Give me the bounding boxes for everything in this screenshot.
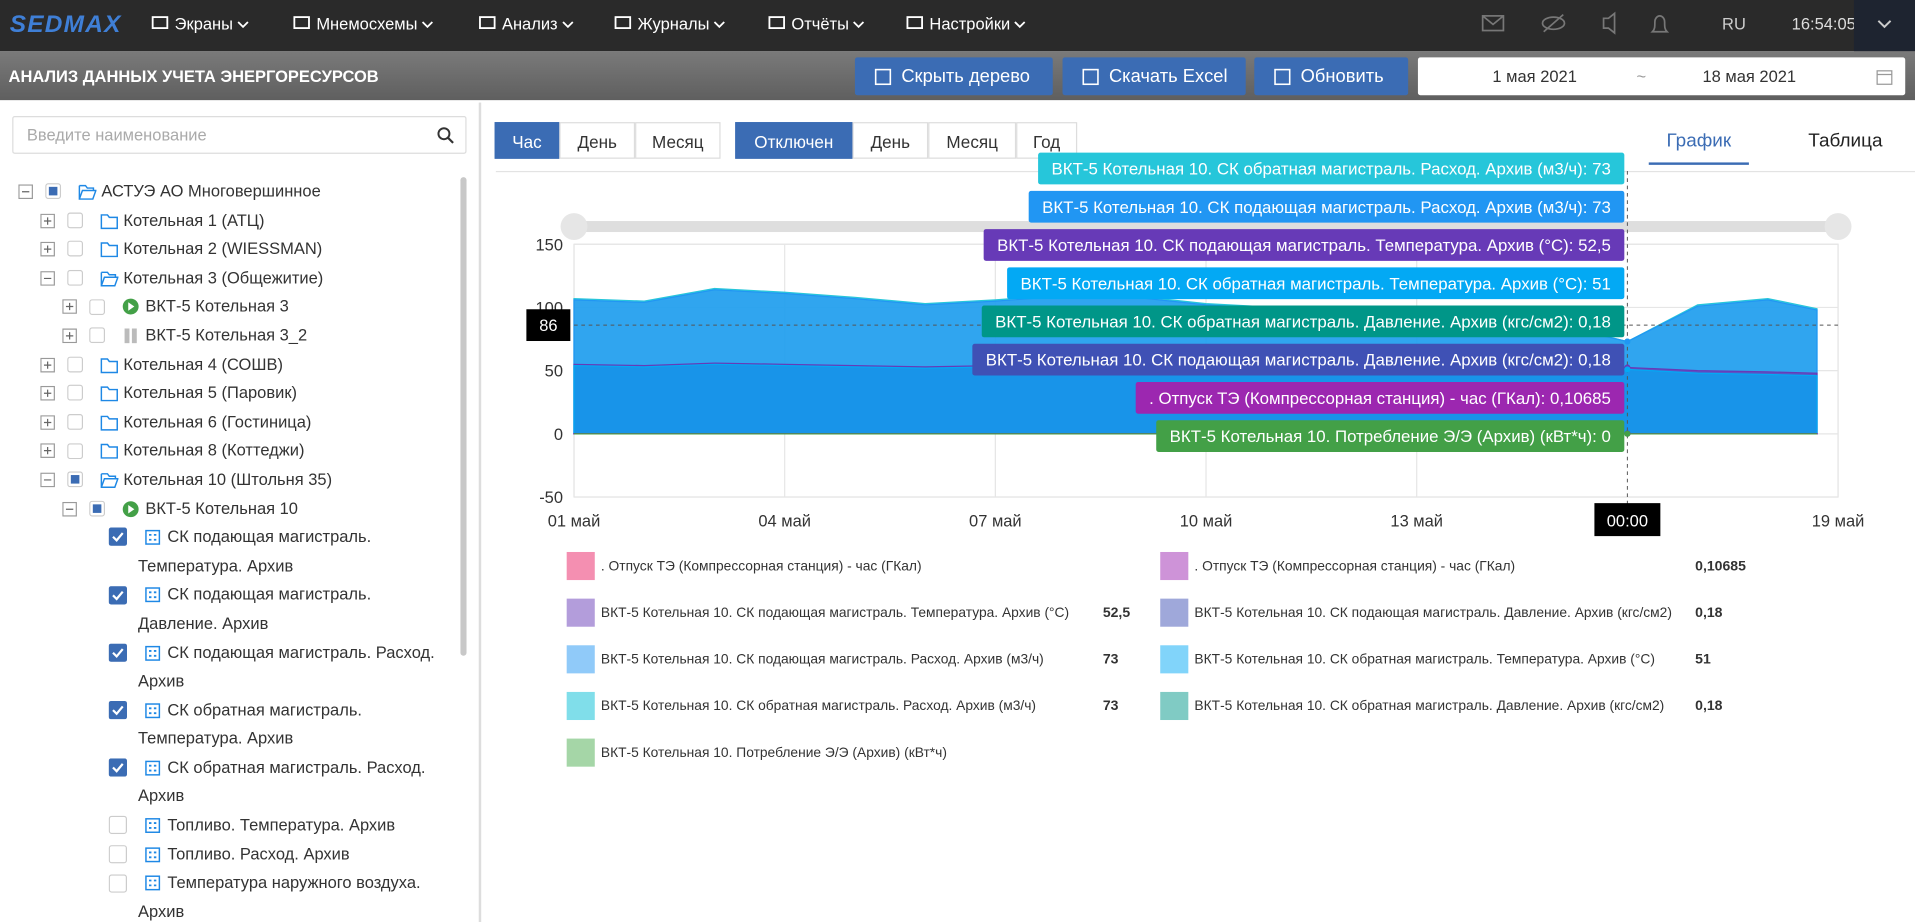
legend-label[interactable]: ВКТ-5 Котельная 10. СК подающая магистра… (601, 605, 1069, 620)
hover-point (1624, 431, 1630, 437)
hover-point (1624, 366, 1630, 372)
x-tick-label: 07 май (969, 512, 1022, 530)
tooltip-text: . Отпуск ТЭ (Компрессорная станция) - ча… (1149, 389, 1611, 408)
tooltip-text: ВКТ-5 Котельная 10. СК обратная магистра… (995, 313, 1611, 332)
legend-label[interactable]: ВКТ-5 Котельная 10. СК обратная магистра… (601, 698, 1036, 713)
hover-point (1624, 339, 1630, 345)
legend-swatch[interactable] (567, 599, 595, 627)
x-tick-label: 13 май (1390, 512, 1443, 530)
legend-value: 0,18 (1695, 697, 1723, 713)
x-tick-label: 04 май (758, 512, 811, 530)
legend-swatch[interactable] (1160, 645, 1188, 673)
legend-value: 52,5 (1103, 604, 1131, 620)
x-tick-label: 10 май (1180, 512, 1233, 530)
tooltip-text: ВКТ-5 Котельная 10. СК подающая магистра… (997, 236, 1611, 255)
legend-swatch[interactable] (1160, 599, 1188, 627)
legend-swatch[interactable] (1160, 552, 1188, 580)
legend-value: 0,18 (1695, 604, 1723, 620)
legend-value: 0,10685 (1695, 557, 1746, 573)
y-tick-label: 0 (554, 426, 563, 444)
x-tick-label: 01 май (548, 512, 601, 530)
zoom-handle[interactable] (561, 213, 588, 240)
tooltip-text: ВКТ-5 Котельная 10. СК обратная магистра… (1052, 160, 1611, 179)
tooltip-text: ВКТ-5 Котельная 10. СК обратная магистра… (1021, 274, 1611, 293)
tooltip-text: ВКТ-5 Котельная 10. СК подающая магистра… (986, 351, 1611, 370)
legend-label[interactable]: ВКТ-5 Котельная 10. СК подающая магистра… (601, 652, 1044, 667)
legend-label[interactable]: ВКТ-5 Котельная 10. СК обратная магистра… (1194, 698, 1664, 713)
legend-value: 51 (1695, 651, 1711, 667)
crosshair-y-label: 86 (539, 317, 557, 335)
x-tick-label: 19 май (1812, 512, 1865, 530)
y-tick-label: -50 (539, 489, 563, 507)
crosshair-x-label: 00:00 (1607, 512, 1648, 530)
legend-label[interactable]: ВКТ-5 Котельная 10. Потребление Э/Э (Арх… (601, 745, 947, 760)
y-tick-label: 150 (536, 236, 563, 254)
legend-label[interactable]: ВКТ-5 Котельная 10. СК обратная магистра… (1194, 652, 1655, 667)
legend-label[interactable]: . Отпуск ТЭ (Компрессорная станция) - ча… (1194, 558, 1515, 573)
tooltip-text: ВКТ-5 Котельная 10. Потребление Э/Э (Арх… (1170, 427, 1611, 446)
legend-swatch[interactable] (567, 645, 595, 673)
tooltip-text: ВКТ-5 Котельная 10. СК подающая магистра… (1042, 198, 1611, 217)
zoom-handle[interactable] (1825, 213, 1852, 240)
legend-value: 73 (1103, 697, 1119, 713)
legend-value: 73 (1103, 651, 1119, 667)
y-tick-label: 50 (545, 363, 563, 381)
legend-swatch[interactable] (567, 692, 595, 720)
legend-swatch[interactable] (567, 552, 595, 580)
legend-label[interactable]: . Отпуск ТЭ (Компрессорная станция) - ча… (601, 558, 922, 573)
legend-swatch[interactable] (1160, 692, 1188, 720)
legend-label[interactable]: ВКТ-5 Котельная 10. СК подающая магистра… (1194, 605, 1672, 620)
legend-swatch[interactable] (567, 739, 595, 767)
